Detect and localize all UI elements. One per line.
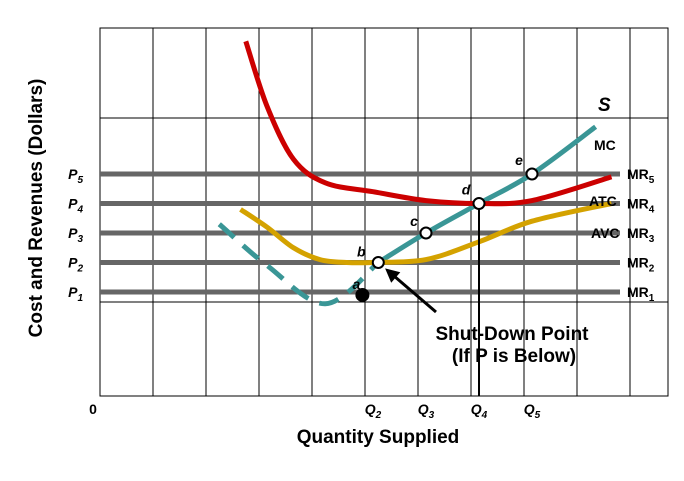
mr-label-mr1: MR1 bbox=[627, 284, 655, 304]
x-axis-title: Quantity Supplied bbox=[297, 427, 460, 448]
grid bbox=[99, 27, 669, 397]
point-label-d: d bbox=[462, 182, 471, 198]
point-c bbox=[419, 226, 433, 240]
x-tick-q5: Q5 bbox=[524, 401, 541, 421]
mr-label-mr3: MR3 bbox=[627, 225, 655, 245]
x-tick-q3: Q3 bbox=[418, 401, 435, 421]
mr-label-mr4: MR4 bbox=[627, 196, 655, 216]
avc-label: AVC bbox=[591, 225, 620, 241]
supply-label: S bbox=[598, 95, 611, 116]
curve-avc bbox=[239, 201, 613, 266]
x-tick-q4: Q4 bbox=[471, 401, 488, 421]
curve-mc-dashed bbox=[217, 222, 380, 307]
y-axis-title: Cost and Revenues (Dollars) bbox=[26, 79, 47, 338]
shutdown-arrow-head bbox=[385, 268, 401, 283]
mr-label-mr5: MR5 bbox=[627, 166, 655, 186]
mc-label: MC bbox=[594, 137, 616, 153]
y-tick-p3: P3 bbox=[68, 225, 83, 245]
point-e bbox=[525, 167, 539, 181]
point-label-a: a bbox=[353, 276, 361, 292]
shutdown-annotation-line1: Shut-Down Point bbox=[435, 324, 589, 345]
point-label-c: c bbox=[410, 213, 418, 229]
y-tick-labels: P1 P2 P3 P4 P5 bbox=[68, 166, 83, 304]
equilibrium-points: ab c d e bbox=[353, 152, 539, 302]
mr-label-mr2: MR2 bbox=[627, 255, 655, 275]
point-d bbox=[472, 197, 486, 210]
y-tick-p1: P1 bbox=[68, 284, 83, 304]
point-label-e: e bbox=[515, 152, 523, 168]
curve-atc bbox=[243, 40, 613, 207]
point-b bbox=[371, 256, 385, 269]
y-tick-p5: P5 bbox=[68, 166, 83, 186]
plot-frame bbox=[99, 27, 669, 397]
y-tick-p4: P4 bbox=[68, 196, 83, 216]
atc-label: ATC bbox=[589, 193, 617, 209]
shutdown-arrow bbox=[385, 268, 437, 314]
point-a bbox=[355, 287, 370, 302]
shutdown-annotation-line2: (If P is Below) bbox=[452, 346, 576, 367]
y-tick-p2: P2 bbox=[68, 255, 83, 275]
origin-label: 0 bbox=[89, 401, 97, 417]
x-tick-q2: Q2 bbox=[365, 401, 382, 421]
shutdown-arrow-line bbox=[391, 273, 437, 314]
point-label-b: b bbox=[357, 244, 366, 260]
x-tick-labels: Q2 Q3 Q4 Q5 bbox=[365, 401, 541, 421]
mr-line-labels: MR1 MR2 MR3 MR4 MR5 bbox=[627, 166, 655, 304]
